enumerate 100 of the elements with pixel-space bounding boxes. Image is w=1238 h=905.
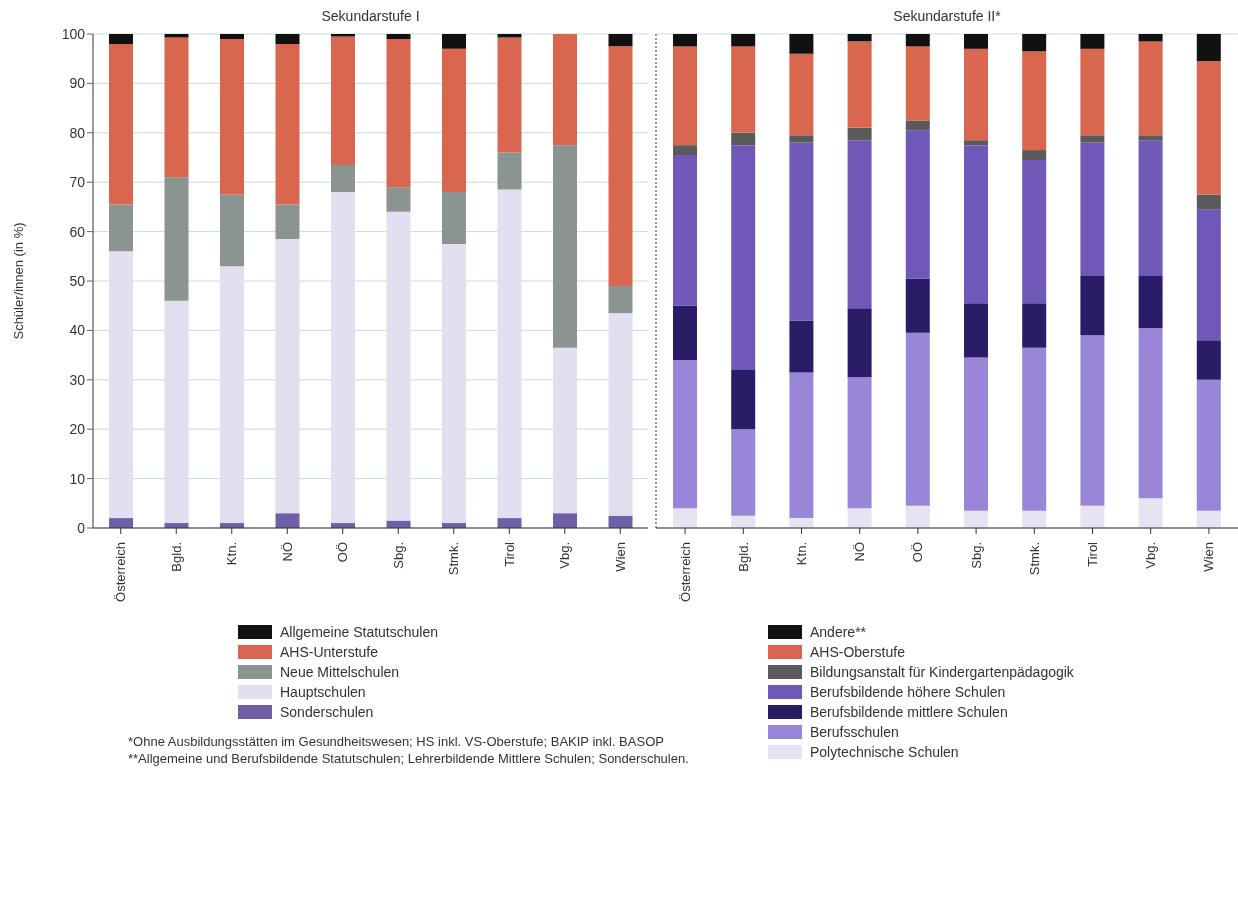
bar (964, 34, 988, 49)
x-tick-label: Vbg. (557, 542, 573, 569)
bar (386, 187, 411, 212)
bar (1080, 142, 1105, 277)
bar (905, 278, 930, 333)
bar (1022, 34, 1047, 52)
bar (789, 320, 814, 373)
bar (1196, 194, 1221, 210)
legend-label: Berufsbildende mittlere Schulen (810, 704, 1008, 720)
bar (109, 251, 133, 519)
bar (386, 211, 411, 521)
bar (673, 360, 697, 509)
bar (789, 142, 814, 321)
bar (386, 34, 411, 39)
bar (164, 37, 189, 178)
bar (553, 513, 577, 528)
bar (275, 239, 300, 514)
bar (608, 46, 633, 286)
bar (608, 313, 633, 516)
bar (1196, 510, 1221, 528)
bar (608, 34, 633, 47)
bar (164, 177, 189, 301)
bar (964, 145, 988, 304)
legend-label: Neue Mittelschulen (280, 664, 400, 680)
bar (1080, 135, 1105, 143)
y-tick-label: 70 (69, 174, 86, 191)
x-tick-label: Ktn. (224, 542, 240, 566)
bar (275, 43, 300, 205)
bar (1138, 135, 1163, 141)
bar (442, 192, 466, 244)
bar (731, 145, 756, 370)
bar (442, 243, 466, 524)
legend-label: Berufsschulen (810, 724, 899, 740)
bar (1138, 41, 1163, 136)
bar (220, 34, 244, 39)
bar (1196, 34, 1221, 62)
bar (673, 145, 697, 156)
bar (1022, 150, 1047, 160)
bar (789, 53, 814, 136)
bar (1080, 276, 1105, 336)
bar (1080, 48, 1105, 136)
bar (731, 369, 756, 430)
bar (673, 305, 697, 361)
x-tick-label: Tirol (501, 541, 517, 567)
x-tick-label: Österreich (677, 542, 693, 602)
bar (905, 332, 930, 506)
legend-label: Berufsbildende höhere Schulen (810, 684, 1006, 700)
bar (1138, 327, 1163, 499)
bar (1196, 340, 1221, 380)
bar (164, 300, 189, 524)
bar (1022, 347, 1047, 511)
text: *Ohne Ausbildungsstätten im Gesundheitswesen; HS inkl. VS-Oberstufe; BAKIP inkl. BASOP (128, 734, 664, 749)
bar (442, 34, 466, 49)
bar (731, 429, 756, 516)
bar (497, 37, 522, 153)
bar (1138, 276, 1163, 328)
bar (905, 46, 930, 121)
bar (964, 303, 988, 358)
bar (731, 34, 756, 47)
bar (673, 34, 697, 47)
bar (109, 204, 133, 252)
bar (109, 518, 133, 528)
bar (789, 518, 814, 528)
bar (220, 194, 244, 267)
bar (331, 192, 355, 524)
bar (847, 41, 872, 128)
bar (1080, 34, 1105, 49)
x-tick-label: OÖ (335, 542, 351, 563)
bar (731, 46, 756, 133)
bar (964, 510, 988, 528)
x-tick-label: Bgld. (168, 542, 184, 572)
bar (220, 38, 244, 195)
x-tick-label: Sbg. (968, 542, 984, 569)
bar (905, 120, 930, 131)
bar (497, 189, 522, 519)
bar (1022, 510, 1047, 528)
bar (1196, 209, 1221, 341)
bar (331, 36, 355, 165)
bar (673, 155, 697, 306)
bar (553, 347, 577, 514)
bar (731, 132, 756, 146)
y-axis-title: Schüler/innen (in %) (10, 222, 26, 340)
bar (1022, 51, 1047, 151)
x-tick-label: OÖ (910, 542, 926, 563)
chart-title: Sekundarstufe I (321, 8, 420, 24)
bar (847, 140, 872, 309)
x-tick-label: Stmk. (1026, 542, 1042, 576)
y-tick-label: 30 (69, 371, 86, 388)
y-tick-label: 10 (69, 470, 86, 487)
bar (789, 135, 814, 143)
bar (847, 308, 872, 378)
bar (109, 43, 133, 205)
legend-label: AHS-Unterstufe (280, 644, 379, 660)
legend-label: Bildungsanstalt für Kindergartenpädagogik (810, 664, 1074, 680)
bar (1138, 140, 1163, 277)
bar (275, 513, 300, 528)
bar (847, 127, 872, 141)
x-tick-label: Österreich (113, 542, 129, 602)
x-tick-label: Tirol (1085, 541, 1100, 567)
bar (847, 377, 872, 509)
